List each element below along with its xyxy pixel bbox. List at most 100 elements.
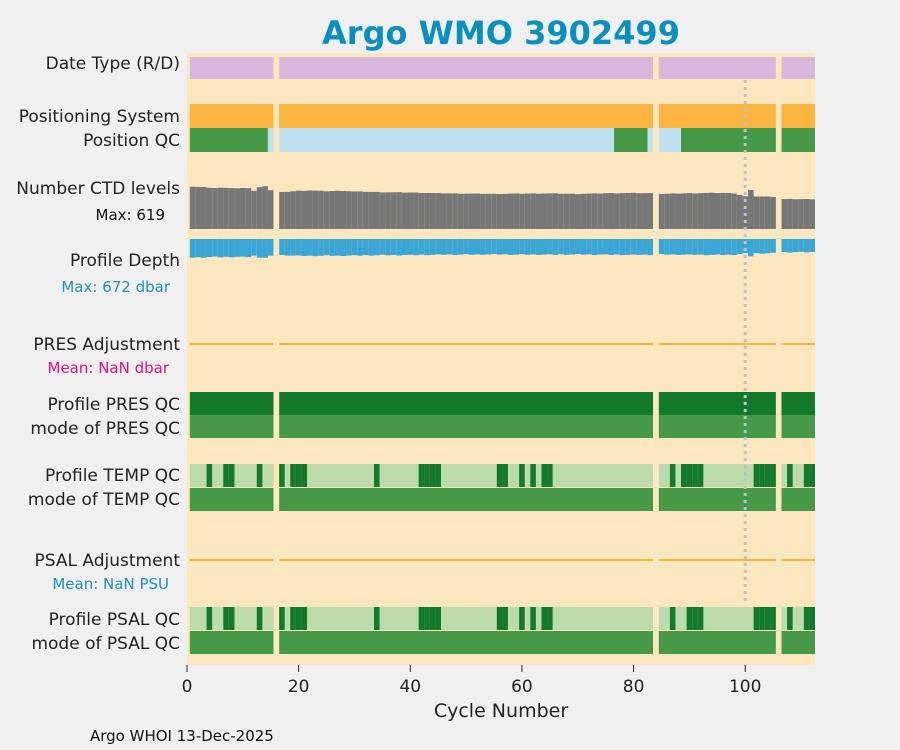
profile-depth-bar [720,239,726,255]
profile-depth-bar [547,239,553,255]
label-mode-temp-qc: mode of TEMP QC [28,490,180,510]
ctd-level-bar [681,193,687,229]
ctd-level-bar [301,190,308,229]
profile-depth-bar [334,239,341,256]
psal-qc-segment-dark [547,607,553,630]
ctd-level-bar [245,188,252,229]
temp-qc-segment-dark [223,464,229,487]
profile-depth-bar [318,239,324,256]
profile-depth-bar [390,239,397,255]
ctd-level-bar [647,193,654,229]
profile-depth-bar [262,239,268,258]
profile-depth-bar [541,239,548,255]
profile-depth-bar [787,239,793,253]
profile-depth-bar [641,239,648,255]
ctd-level-bar [206,187,213,229]
profile-depth-bar [574,239,581,254]
profile-depth-bar [614,239,620,255]
ctd-level-bar [742,196,749,229]
ctd-level-bar [692,193,698,229]
ctd-level-bar [787,198,793,229]
profile-depth-bar [435,239,441,255]
profile-depth-bar [781,239,788,253]
profile-depth-bar [480,239,486,255]
date-type-segment [658,57,776,79]
positioning-segment [781,104,815,128]
ctd-level-bar [770,196,776,229]
ctd-level-bar [284,191,291,229]
temp-qc-segment-dark [530,464,536,487]
pres-qc-segment [781,392,815,415]
profile-depth-bar [759,239,765,254]
ctd-level-bar [809,199,815,229]
profile-depth-bar [563,239,570,255]
profile-depth-bar [295,239,302,256]
plot-area [187,53,815,665]
psal-qc-segment-dark [374,607,380,630]
profile-depth-bar [764,239,771,254]
ctd-level-bar [390,192,397,229]
psal-qc-segment-dark [759,607,765,630]
pres-qc-segment [279,392,654,415]
profile-depth-bar [217,239,224,258]
psal-qc-segment-dark [669,607,676,630]
psal-mode-segment [658,631,776,654]
profile-depth-bar [452,239,458,256]
ctd-level-bar [731,193,737,229]
label-date-type: Date Type (R/D) [46,54,180,74]
psal-qc-segment-dark [502,607,508,630]
ctd-level-bar [452,193,458,229]
temp-qc-segment-dark [686,464,693,487]
ctd-level-bar [507,193,514,229]
ctd-level-bar [792,199,799,229]
psal-qc-segment-dark [770,607,776,630]
x-tick-label: 60 [511,677,533,697]
profile-depth-bar [496,239,503,255]
temp-qc-segment-dark [547,464,553,487]
temp-qc-segment-dark [519,464,525,487]
temp-qc-segment-dark [697,464,704,487]
profile-depth-bar [212,239,218,257]
ctd-level-bar [586,193,592,229]
ctd-level-bar [212,188,218,229]
psal-qc-segment-dark [206,607,213,630]
profile-depth-bar [591,239,598,256]
ctd-level-bar [614,193,620,229]
profile-depth-bar [396,239,402,256]
profile-depth-bar [195,239,201,258]
profile-depth-bar [424,239,430,256]
psal-mode-segment [279,631,654,654]
label-ctd-levels: Number CTD levels [16,179,180,199]
profile-depth-bar [457,239,464,255]
ctd-level-bar [658,193,665,229]
x-tick-label: 20 [288,677,310,697]
ctd-level-bar [440,193,447,229]
psal-mean-label: Mean: NaN PSU [52,575,169,593]
ctd-level-bar [748,189,754,229]
ctd-level-bar [401,192,408,229]
ctd-level-bar [418,193,425,229]
ctd-level-bar [357,191,363,229]
profile-depth-bar [200,239,207,258]
profile-depth-bar [290,239,296,256]
pres-mean-label: Mean: NaN dbar [48,359,170,377]
profile-depth-bar [714,239,721,255]
x-tick-label: 100 [729,677,761,697]
position-qc-segment [647,128,654,152]
psal-mode-segment [189,631,274,654]
profile-depth-bar [636,239,642,255]
row-labels: Date Type (R/D) Positioning System Posit… [16,54,180,654]
profile-depth-bar [792,239,799,253]
ctd-level-bar [396,192,402,229]
ctd-level-bar [385,192,391,229]
psal-qc-segment-dark [223,607,229,630]
ctd-level-bar [625,192,631,229]
psal-qc-segment-dark [787,607,793,630]
profile-depth-bar [658,239,665,255]
ctd-level-bar [798,199,804,229]
profile-depth-bar [703,239,709,256]
ctd-level-bar [312,190,319,229]
ctd-level-bar [708,192,715,229]
profile-depth-bar [681,239,687,255]
ctd-level-bar [759,196,765,229]
